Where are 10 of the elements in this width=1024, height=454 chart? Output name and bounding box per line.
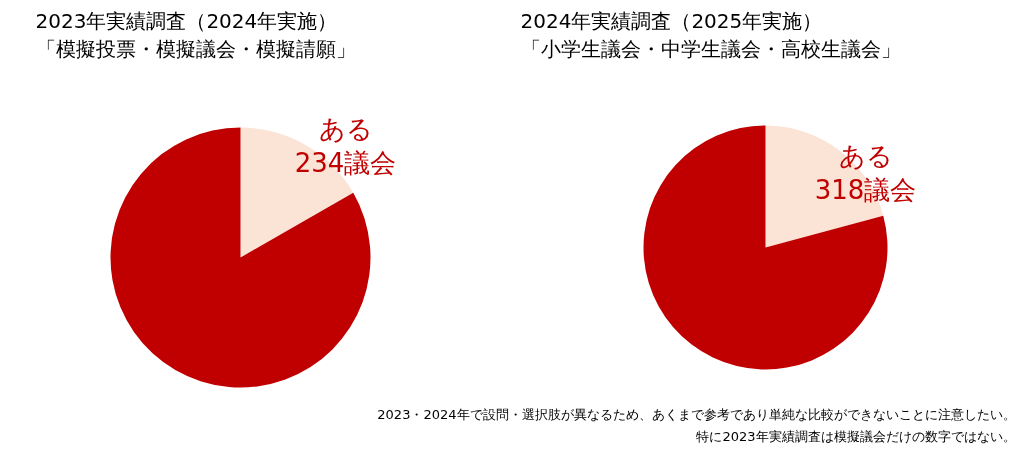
text: 2023・2024年で設問・選択肢が異なるため、あくまで参考であり単純な比較ができないことに注意したい。 <box>377 407 1016 422</box>
text: 特に2023年実績調査は模擬議会だけの数字ではない。 <box>696 429 1016 444</box>
data-label: 234議会 <box>294 147 397 178</box>
chart-title: 2023年実績調査（2024年実施） <box>35 8 338 33</box>
chart-subtitle: 「小学生議会・中学生議会・高校生議会」 <box>520 36 901 61</box>
slice-label: ある <box>838 140 893 171</box>
data-label: 318議会 <box>814 174 917 205</box>
slice-label: ある <box>318 113 373 144</box>
chart-subtitle: 「模擬投票・模擬議会・模擬請願」 <box>35 36 356 61</box>
chart-title: 2024年実績調査（2025年実施） <box>520 8 823 33</box>
